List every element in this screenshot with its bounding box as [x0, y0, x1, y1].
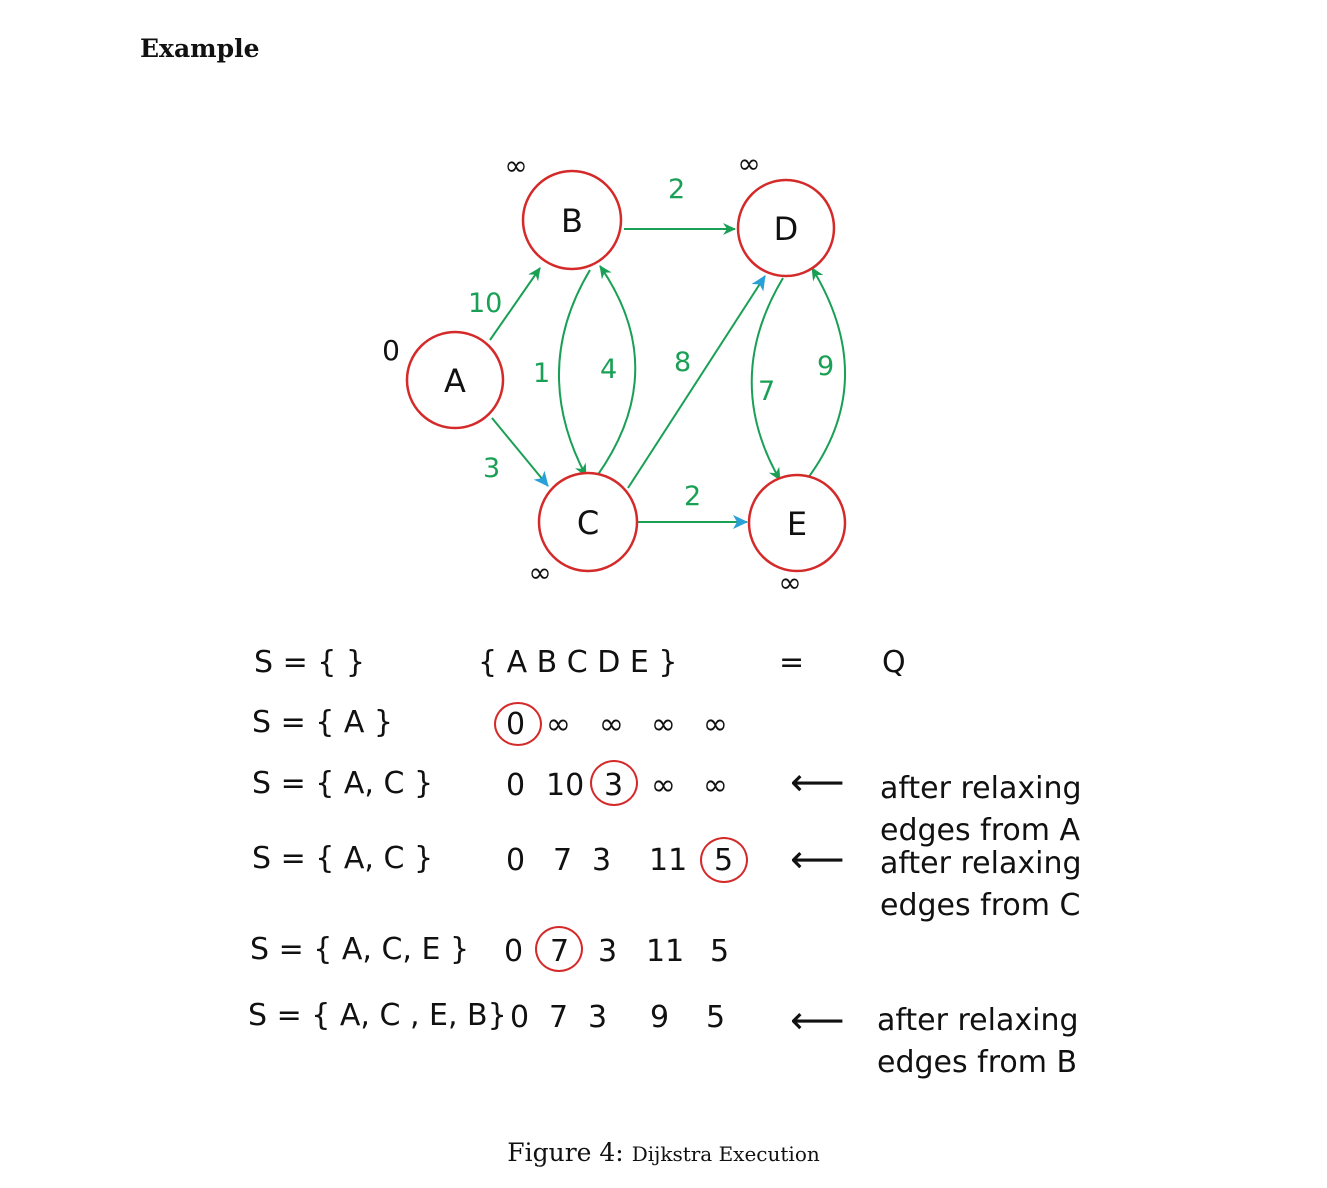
row-4-val-b: 7 — [550, 934, 570, 969]
highlight-circle — [535, 926, 583, 972]
header-s-set: S = { } — [254, 645, 365, 680]
row-2-s: S = { A, C } — [252, 766, 434, 801]
svg-text:C: C — [577, 504, 599, 542]
svg-text:B: B — [561, 202, 583, 240]
section-heading: Example — [140, 34, 260, 63]
row-5-val-c: 3 — [588, 1000, 608, 1035]
edge-A-C: 3 — [483, 417, 549, 487]
svg-text:A: A — [444, 362, 466, 400]
edge-C-D: 8 — [627, 275, 766, 489]
dist-A: 0 — [382, 334, 400, 367]
row-4-s: S = { A, C, E } — [250, 932, 470, 967]
row-3-val-c: 3 — [592, 843, 612, 878]
row-2-val-b: 10 — [546, 768, 585, 803]
edge-C-B: 4 — [596, 265, 637, 477]
node-E: E ∞ — [747, 473, 847, 599]
row-5-val-b: 7 — [549, 1000, 569, 1035]
highlight-circle — [590, 760, 638, 806]
svg-text:D: D — [774, 210, 799, 248]
edge-B-D: 2 — [624, 174, 736, 235]
row-5-val-e: 5 — [706, 1000, 726, 1035]
row-1-val-e: ∞ — [703, 707, 728, 742]
row-2-val-d: ∞ — [651, 768, 676, 803]
dist-C: ∞ — [528, 556, 551, 589]
row-2-note: after relaxing edges from A — [880, 771, 1082, 848]
edge-weight-B-C: 1 — [533, 358, 550, 389]
row-3-note: after relaxing edges from C — [880, 846, 1082, 923]
edge-weight-C-D: 8 — [674, 347, 691, 378]
row-1-s: S = { A } — [252, 705, 394, 740]
row-4-val-d: 11 — [646, 934, 685, 969]
node-A: A 0 — [382, 330, 505, 430]
dist-B: ∞ — [504, 149, 527, 182]
row-3-val-d: 11 — [649, 843, 688, 878]
figure-caption: Figure 4: Dijkstra Execution — [0, 1138, 1327, 1167]
edge-weight-B-D: 2 — [668, 174, 685, 205]
header-q: Q — [882, 645, 906, 680]
figure-label: Figure 4: — [507, 1138, 624, 1167]
row-3-val-a: 0 — [506, 843, 526, 878]
left-arrow-icon: ⟵ — [790, 998, 845, 1042]
left-arrow-icon: ⟵ — [790, 760, 845, 804]
highlight-circle — [494, 702, 542, 746]
highlight-circle — [700, 837, 748, 883]
row-2-val-c: 3 — [604, 768, 624, 803]
node-B: B ∞ — [504, 149, 623, 271]
node-D: D ∞ — [736, 147, 836, 278]
edge-weight-C-B: 4 — [600, 354, 617, 385]
edge-A-B: 10 — [468, 267, 541, 341]
left-arrow-icon: ⟵ — [790, 837, 845, 881]
edge-weight-A-B: 10 — [468, 288, 502, 319]
edge-C-E: 2 — [638, 481, 748, 529]
dist-D: ∞ — [737, 147, 760, 180]
row-5-val-a: 0 — [510, 1000, 530, 1035]
row-1-val-c: ∞ — [599, 707, 624, 742]
node-C: C ∞ — [528, 471, 639, 589]
edge-weight-C-E: 2 — [684, 481, 701, 512]
row-4-val-e: 5 — [710, 934, 730, 969]
row-2-val-a: 0 — [506, 768, 526, 803]
header-q-set: { A B C D E } — [478, 645, 678, 680]
row-4-val-a: 0 — [504, 934, 524, 969]
row-3-val-e: 5 — [714, 843, 734, 878]
dist-E: ∞ — [778, 566, 801, 599]
row-3-s: S = { A, C } — [252, 841, 434, 876]
edge-weight-D-E: 7 — [758, 376, 775, 407]
row-1-val-d: ∞ — [651, 707, 676, 742]
row-1-val-b: ∞ — [546, 707, 571, 742]
edge-E-D: 9 — [807, 267, 846, 479]
row-3-val-b: 7 — [553, 843, 573, 878]
row-5-note: after relaxing edges from B — [877, 1003, 1079, 1080]
row-2-val-e: ∞ — [703, 768, 728, 803]
row-1-val-a: 0 — [506, 707, 526, 742]
edge-weight-A-C: 3 — [483, 453, 500, 484]
figure-title: Dijkstra Execution — [631, 1142, 820, 1166]
row-4-val-c: 3 — [598, 934, 618, 969]
row-5-s: S = { A, C , E, B} — [248, 998, 507, 1033]
edge-D-E: 7 — [750, 277, 784, 481]
header-equals: = — [779, 645, 805, 680]
row-5-val-d: 9 — [650, 1000, 670, 1035]
edge-B-C: 1 — [533, 269, 591, 477]
edge-weight-E-D: 9 — [817, 351, 834, 382]
svg-text:E: E — [787, 505, 807, 543]
